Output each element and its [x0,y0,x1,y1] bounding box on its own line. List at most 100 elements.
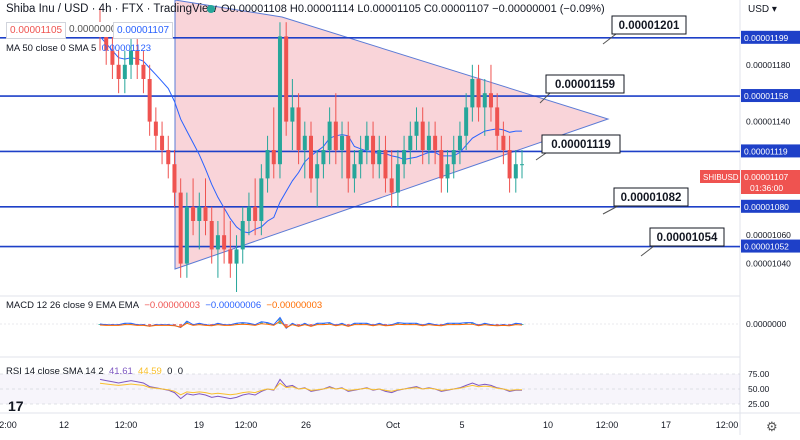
callout-box[interactable] [613,187,689,207]
candle-body[interactable] [253,206,258,221]
candle-body[interactable] [488,93,493,108]
candle-body[interactable] [246,206,251,221]
candle-body[interactable] [277,36,282,165]
candle-body[interactable] [209,221,214,250]
candle-body[interactable] [414,121,419,136]
candle-body[interactable] [104,36,109,51]
candle-body[interactable] [445,164,450,179]
candle-body[interactable] [501,135,506,150]
price-level-tag-label: 0.00001080 [744,202,789,212]
candle-body[interactable] [321,150,326,165]
candle-body[interactable] [271,150,276,165]
candle-body[interactable] [129,50,134,65]
candle-body[interactable] [259,178,264,221]
macd-histogram-bar [235,323,239,325]
callout-box[interactable] [545,74,625,94]
macd-legend[interactable]: MACD 12 26 close 9 EMA EMA −0.00000003 −… [6,300,322,311]
buy-price-button[interactable]: 0.00001107 [113,22,174,39]
candle-body[interactable] [402,150,407,165]
candle-body[interactable] [184,206,189,264]
candle-body[interactable] [135,50,140,65]
rsi-legend[interactable]: RSI 14 close SMA 14 2 41.61 44.59 0 0 [6,366,183,377]
candle-body[interactable] [420,121,425,150]
candle-body[interactable] [371,135,376,165]
candle-body[interactable] [470,79,475,108]
candle-body[interactable] [495,107,500,136]
callout-box[interactable] [541,134,621,154]
candle-body[interactable] [296,107,301,150]
candle-body[interactable] [482,93,487,108]
tradingview-logo-icon[interactable]: 17 [8,398,24,414]
macd-histogram-bar [421,324,425,326]
candle-body[interactable] [395,164,400,193]
candle-body[interactable] [203,206,208,221]
candle-body[interactable] [464,107,469,136]
callout-pointer [535,152,547,161]
candle-body[interactable] [439,150,444,179]
candle-body[interactable] [240,221,245,250]
candle-body[interactable] [222,235,227,250]
gear-icon[interactable]: ⚙ [766,419,778,434]
candle-body[interactable] [178,192,183,264]
candle-body[interactable] [197,206,202,221]
ma-legend[interactable]: MA 50 close 0 SMA 5 0.00001123 [6,43,151,54]
sell-price-button[interactable]: 0.00001105 [6,22,67,39]
candle-body[interactable] [457,135,462,150]
price-level-tag[interactable] [741,199,800,213]
candle-body[interactable] [408,135,413,150]
candle-body[interactable] [426,135,431,150]
price-tick-label: 0.00001140 [746,117,791,127]
candle-body[interactable] [147,79,152,122]
candle-body[interactable] [172,164,177,193]
price-level-tag[interactable] [741,89,800,103]
candle-body[interactable] [451,150,456,165]
candle-body[interactable] [513,164,518,179]
candle-body[interactable] [364,135,369,150]
candle-body[interactable] [315,164,320,179]
candle-body[interactable] [358,150,363,165]
rsi-axis-label: 25.00 [748,399,770,409]
rsi-sma-line[interactable] [99,382,522,396]
candle-body[interactable] [116,64,121,79]
price-level-tag[interactable] [741,30,800,44]
last-price-tag[interactable] [741,170,800,194]
candle-body[interactable] [110,50,115,65]
candle-body[interactable] [228,249,233,264]
candle-body[interactable] [122,64,127,79]
candle-body[interactable] [141,64,146,79]
currency-selector[interactable]: USD ▾ [748,4,777,15]
candle-body[interactable] [327,121,332,150]
candle-body[interactable] [191,206,196,221]
candle-body[interactable] [265,150,270,179]
candle-body[interactable] [215,235,220,250]
macd-histogram-bar [458,323,462,325]
callout-box[interactable] [611,15,687,35]
candle-body[interactable] [346,135,351,179]
candle-body[interactable] [234,249,239,264]
macd-histogram-bar [408,323,412,325]
candle-body[interactable] [309,135,313,179]
candle-body[interactable] [389,178,394,193]
candle-body[interactable] [520,164,524,166]
candle-body[interactable] [153,121,158,136]
price-level-tag[interactable] [741,239,800,253]
candle-body[interactable] [352,164,357,179]
macd-signal-line[interactable] [99,320,523,329]
candle-body[interactable] [284,36,289,122]
candle-body[interactable] [302,135,307,150]
candle-body[interactable] [377,150,382,165]
callout-box[interactable] [649,227,725,247]
symbol-tag[interactable] [700,170,740,183]
candle-body[interactable] [333,121,338,150]
candle-body[interactable] [166,150,171,165]
candle-body[interactable] [383,150,388,179]
candle-body[interactable] [340,135,345,150]
price-level-tag[interactable] [741,144,800,158]
candle-body[interactable] [160,135,165,150]
candle-body[interactable] [290,107,295,122]
candle-body[interactable] [476,79,481,108]
candle-body[interactable] [433,135,438,150]
candle-body[interactable] [507,150,512,179]
